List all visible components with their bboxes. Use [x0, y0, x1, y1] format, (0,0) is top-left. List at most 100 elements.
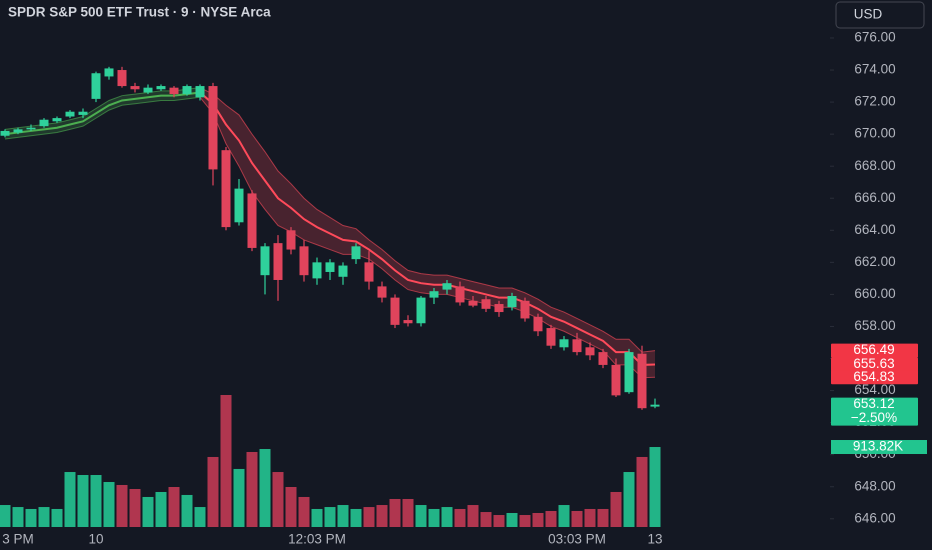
y-tick-label: 666.00	[854, 190, 895, 205]
price-label-box	[831, 397, 918, 426]
price-label: 656.49	[853, 342, 894, 357]
volume-bar	[77, 475, 89, 527]
y-tick-label: 658.00	[854, 318, 895, 333]
volume-bar	[90, 475, 102, 527]
volume-bar	[298, 496, 310, 527]
volume-bar	[376, 505, 388, 527]
y-tick-label: 670.00	[854, 126, 895, 141]
currency-label[interactable]: USD	[854, 7, 883, 22]
candle-body	[156, 86, 166, 90]
volume-bar	[636, 456, 648, 527]
candle-body	[429, 291, 439, 298]
candle-body	[286, 230, 296, 250]
candle-body	[104, 68, 114, 77]
volume-bar	[649, 447, 661, 527]
volume-bar	[220, 395, 232, 527]
candle-body	[182, 86, 192, 95]
price-label: 653.12	[853, 396, 894, 411]
volume-bar	[194, 507, 206, 527]
candle-body	[533, 316, 543, 332]
volume-bar	[402, 498, 414, 527]
y-tick-label: 648.00	[854, 478, 895, 493]
candle-body	[481, 299, 491, 309]
change-label: −2.50%	[851, 410, 897, 425]
candle-body	[78, 111, 88, 115]
candle-body	[91, 73, 101, 99]
candle-body	[637, 353, 647, 409]
candle-body	[234, 188, 244, 223]
candle-body	[351, 246, 361, 260]
x-tick-label: 03:03 PM	[548, 532, 606, 547]
y-tick-label: 646.00	[854, 510, 895, 525]
volume-bar	[181, 494, 193, 527]
ema-band-edge	[4, 96, 656, 379]
y-tick-label: 662.00	[854, 254, 895, 269]
candle-body	[611, 364, 621, 396]
candle-body	[52, 118, 62, 122]
candle-body	[520, 300, 530, 319]
volume-bar	[155, 491, 167, 527]
candle-body	[624, 352, 634, 393]
candle-body	[455, 286, 465, 303]
price-label: 654.83	[853, 369, 894, 384]
volume-bar	[363, 507, 375, 527]
candle-body	[13, 129, 23, 133]
ema-line	[4, 91, 656, 366]
candle-body	[65, 111, 75, 117]
volume-bar	[285, 486, 297, 527]
candle-body	[260, 246, 270, 276]
x-tick-label: 12:03 PM	[288, 532, 346, 547]
x-tick-label: 10	[88, 532, 103, 547]
candle-body	[546, 328, 556, 346]
candle-body	[559, 339, 569, 348]
candle-body	[650, 404, 660, 407]
volume-bar	[519, 515, 531, 527]
candle-body	[403, 320, 413, 324]
volume-bar	[142, 496, 154, 527]
candle-body	[143, 87, 153, 93]
candle-body	[416, 297, 426, 324]
candle-body	[221, 150, 231, 228]
price-label-box	[831, 370, 918, 385]
y-tick-label: 654.00	[854, 382, 895, 397]
volume-bar	[558, 505, 570, 527]
volume-bar	[233, 468, 245, 527]
candle-body	[468, 300, 478, 306]
volume-bar	[207, 456, 219, 527]
volume-bar	[597, 508, 609, 527]
y-tick-label: 674.00	[854, 62, 895, 77]
candle-body	[26, 127, 36, 130]
y-tick-label: 660.00	[854, 286, 895, 301]
y-tick-label: 668.00	[854, 158, 895, 173]
candle-body	[312, 262, 322, 279]
volume-bar	[480, 512, 492, 527]
y-tick-label: 672.00	[854, 94, 895, 109]
price-label-box	[831, 343, 918, 358]
volume-bar	[129, 489, 141, 527]
candle-body	[338, 265, 348, 277]
volume-bar	[116, 484, 128, 527]
ema-band-edge	[4, 87, 656, 353]
volume-bar	[64, 472, 76, 527]
candle-body	[442, 283, 452, 290]
candle-body	[130, 86, 140, 90]
candle-body	[169, 87, 179, 95]
candle-body	[598, 352, 608, 365]
candle-body	[325, 262, 335, 272]
volume-bar	[467, 505, 479, 527]
candle-body	[299, 246, 309, 276]
volume-bar	[584, 508, 596, 527]
volume-bar	[415, 505, 427, 527]
volume-bar	[311, 508, 323, 527]
candle-body	[208, 86, 218, 170]
candle-body	[572, 339, 582, 353]
x-tick-label: 13	[647, 532, 662, 547]
candle-body	[494, 304, 504, 313]
plot-area	[0, 66, 661, 527]
volume-bar	[350, 508, 362, 527]
candle-body	[507, 296, 517, 308]
currency-button[interactable]	[835, 1, 925, 29]
